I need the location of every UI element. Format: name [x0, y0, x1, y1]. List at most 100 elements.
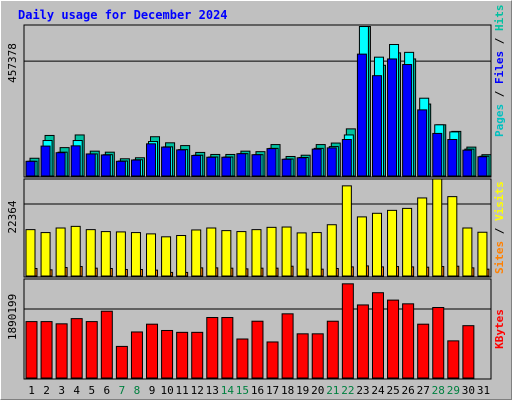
bottom-bar-kbytes-day-20 [311, 333, 324, 379]
middle-bar-visits-day-30 [462, 227, 473, 277]
x-tick-label-day-4: 4 [73, 384, 80, 397]
x-tick-label-day-14: 14 [221, 384, 235, 397]
middle-bar-visits-day-20 [311, 232, 322, 277]
legend-separator: / [493, 31, 506, 51]
middle-bar-visits-day-8 [130, 232, 141, 277]
bottom-bar-kbytes-day-8 [130, 331, 143, 379]
bottom-bar-kbytes-day-18 [281, 313, 294, 379]
x-tick-label-day-1: 1 [28, 384, 35, 397]
x-tick-label-day-8: 8 [134, 384, 141, 397]
x-tick-label-day-17: 17 [266, 384, 279, 397]
middle-bar-visits-day-1 [25, 229, 36, 277]
x-tick-label-day-16: 16 [251, 384, 264, 397]
x-tick-label-day-3: 3 [58, 384, 65, 397]
top-bar-pages-day-26 [402, 64, 413, 177]
top-bar-pages-day-1 [25, 160, 36, 177]
bottom-bar-kbytes-day-4 [70, 318, 83, 379]
top-bar-pages-day-15 [236, 153, 247, 177]
bottom-bar-kbytes-day-5 [85, 321, 98, 379]
legend-label-pages: Pages [493, 104, 506, 137]
top-bar-pages-day-22 [341, 139, 352, 177]
middle-bar-visits-day-21 [326, 224, 337, 277]
top-bar-pages-day-9 [146, 143, 157, 177]
middle-bar-visits-day-19 [296, 232, 307, 277]
middle-plot-area [23, 178, 492, 278]
bottom-bar-kbytes-day-7 [115, 345, 128, 379]
middle-bar-visits-day-15 [236, 231, 247, 277]
top-bar-pages-day-23 [356, 53, 367, 177]
top-bar-pages-day-18 [281, 158, 292, 177]
bottom-bar-kbytes-day-25 [387, 299, 400, 379]
middle-bar-visits-day-26 [402, 207, 413, 277]
middle-bar-visits-day-18 [281, 226, 292, 277]
bottom-plot-area [23, 278, 492, 380]
bottom-bar-kbytes-day-13 [206, 317, 219, 379]
middle-bar-visits-day-13 [206, 227, 217, 277]
bottom-bar-kbytes-day-16 [251, 320, 264, 379]
bottom-bar-kbytes-day-1 [25, 321, 38, 379]
x-tick-label-day-2: 2 [43, 384, 50, 397]
legend-label-kbytes: KBytes [493, 309, 506, 349]
middle-bar-visits-day-31 [477, 231, 488, 277]
middle-bar-visits-day-27 [417, 197, 428, 277]
x-tick-label-day-21: 21 [326, 384, 339, 397]
middle-legend: Sites / Visits [493, 181, 506, 274]
bottom-bar-kbytes-day-14 [221, 317, 234, 379]
bottom-scale-label: 1890199 [6, 294, 19, 340]
x-tick-label-day-13: 13 [206, 384, 219, 397]
bottom-bar-kbytes-day-3 [55, 323, 68, 379]
middle-bar-visits-day-29 [447, 196, 458, 277]
middle-bar-visits-day-14 [221, 230, 232, 277]
top-bar-pages-day-24 [371, 75, 382, 177]
top-bar-pages-day-29 [447, 139, 458, 177]
x-tick-label-day-18: 18 [281, 384, 294, 397]
top-bar-pages-day-11 [176, 149, 187, 177]
legend-label-hits: Hits [493, 5, 506, 32]
bottom-bar-kbytes-day-10 [161, 329, 174, 379]
top-bar-pages-day-12 [191, 154, 202, 177]
bottom-legend: KBytes [493, 309, 506, 349]
x-tick-label-day-25: 25 [386, 384, 399, 397]
x-tick-label-day-5: 5 [88, 384, 95, 397]
bottom-bar-kbytes-day-2 [40, 321, 53, 379]
top-bar-pages-day-14 [221, 156, 232, 177]
x-tick-label-day-30: 30 [462, 384, 475, 397]
middle-bar-visits-day-10 [161, 236, 172, 277]
middle-bar-visits-day-24 [371, 212, 382, 277]
bottom-bar-kbytes-day-17 [266, 341, 279, 379]
bottom-bar-kbytes-day-21 [326, 320, 339, 379]
bottom-bar-kbytes-day-29 [447, 340, 460, 379]
top-bar-pages-day-8 [130, 159, 141, 177]
bottom-bar-kbytes-day-27 [417, 323, 430, 379]
middle-bar-visits-day-16 [251, 229, 262, 277]
middle-bar-visits-day-12 [191, 229, 202, 277]
top-bar-pages-day-31 [477, 156, 488, 177]
middle-bar-visits-day-25 [387, 209, 398, 277]
middle-bar-visits-day-11 [176, 235, 187, 277]
legend-label-files: Files [493, 51, 506, 84]
top-bar-pages-day-27 [417, 109, 428, 177]
top-bar-pages-day-17 [266, 148, 277, 177]
x-tick-label-day-12: 12 [191, 384, 204, 397]
bottom-bar-kbytes-day-26 [402, 303, 415, 379]
top-bar-pages-day-21 [326, 147, 337, 177]
top-bar-pages-day-4 [70, 145, 81, 177]
top-bar-pages-day-5 [85, 153, 96, 177]
middle-bar-visits-day-5 [85, 229, 96, 277]
middle-bar-visits-day-4 [70, 225, 81, 277]
chart-title: Daily usage for December 2024 [18, 8, 228, 22]
bottom-bar-kbytes-day-12 [191, 331, 204, 379]
bottom-bar-kbytes-day-22 [341, 283, 354, 379]
bottom-bar-kbytes-day-28 [432, 307, 445, 379]
top-bar-pages-day-30 [462, 149, 473, 177]
middle-bar-visits-day-7 [115, 231, 126, 277]
top-bar-pages-day-28 [432, 132, 443, 177]
top-bar-pages-day-19 [296, 157, 307, 177]
top-plot-area [23, 24, 492, 178]
top-bar-pages-day-2 [40, 145, 51, 177]
bottom-bar-kbytes-day-15 [236, 338, 249, 379]
x-tick-label-day-26: 26 [402, 384, 415, 397]
top-bar-pages-day-20 [311, 148, 322, 177]
bottom-bar-kbytes-day-24 [371, 292, 384, 379]
middle-bar-visits-day-2 [40, 232, 51, 277]
